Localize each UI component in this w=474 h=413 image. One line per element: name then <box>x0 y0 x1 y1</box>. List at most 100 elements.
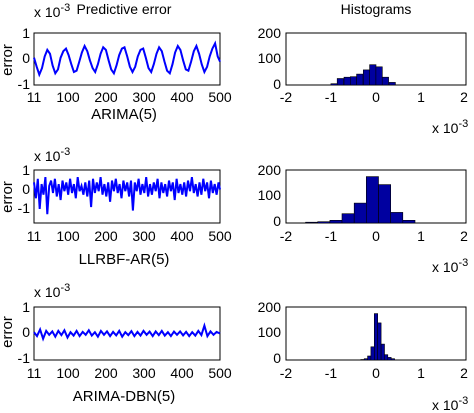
arima-y-exponent-base: x 10 <box>34 4 61 20</box>
arima-xtick-300: 300 <box>132 89 156 105</box>
arima-ylabel: error <box>0 44 16 76</box>
arima-xtick-100: 100 <box>56 89 80 105</box>
hist2-x-exponent-base: x 10 <box>432 259 459 275</box>
histogram-bar <box>369 64 377 86</box>
histogram-bar <box>353 202 367 224</box>
histogram-bar <box>381 76 389 86</box>
arima-dbn-xtick-100: 100 <box>56 365 80 381</box>
histogram-bar <box>336 78 344 86</box>
histogram-bar <box>365 176 379 224</box>
hist2-ytick-200: 200 <box>258 162 282 178</box>
arima-dbn-y-exponent-power: -3 <box>60 282 70 294</box>
arima-dbn-xlabel: ARIMA-DBN(5) <box>73 388 176 405</box>
llrbf-xtick-200: 200 <box>94 228 118 244</box>
histogram-bar <box>388 82 396 86</box>
hist1-xtick-neg2: -2 <box>280 89 293 105</box>
histogram-bar <box>329 220 343 224</box>
hist3-ytick-200: 200 <box>258 299 282 315</box>
histogram-bar <box>370 346 375 361</box>
hist1-xtick-1: 1 <box>417 89 425 105</box>
hist1-xtick-2: 2 <box>460 89 468 105</box>
arima-error-line <box>33 40 221 78</box>
arima-xlabel: ARIMA(5) <box>91 106 157 123</box>
hist1-ytick-200: 200 <box>258 25 282 41</box>
arima-dbn-histogram-panel: 200 100 0 -2 -1 0 1 2 x 10-3 <box>258 299 469 413</box>
hist3-ytick-100: 100 <box>258 324 282 340</box>
llrbf-y-exponent-base: x 10 <box>34 148 61 164</box>
histogram-bar <box>305 221 319 224</box>
llrbf-xtick-100: 100 <box>56 228 80 244</box>
arima-dbn-ytick-1: 1 <box>22 299 30 315</box>
hist1-ytick-100: 100 <box>258 50 282 66</box>
hist3-xtick-neg2: -2 <box>280 365 293 381</box>
llrbf-xtick-500: 500 <box>208 228 232 244</box>
arima-dbn-ytick-0: 0 <box>22 324 30 340</box>
arima-dbn-ytick-neg1: -1 <box>18 350 31 366</box>
arima-dbn-xtick-11: 11 <box>27 365 42 381</box>
hist1-xtick-neg1: -1 <box>325 89 338 105</box>
hist1-xtick-0: 0 <box>372 89 380 105</box>
arima-dbn-y-exponent: x 10-3 <box>34 282 70 300</box>
hist1-ytick-0: 0 <box>273 76 281 92</box>
hist3-xtick-neg1: -1 <box>325 365 338 381</box>
hist3-x-exponent: x 10-3 <box>432 395 468 413</box>
llrbf-ylabel: error <box>0 181 16 213</box>
arima-xtick-500: 500 <box>208 89 232 105</box>
histogram-bar <box>360 359 365 361</box>
histogram-bar <box>343 76 351 86</box>
llrbf-ytick-neg1: -1 <box>18 200 31 216</box>
histogram-bar <box>356 73 364 86</box>
histogram-bar <box>402 220 416 224</box>
llrbf-xtick-400: 400 <box>170 228 194 244</box>
histograms-title: Histograms <box>341 1 412 17</box>
hist2-xtick-0: 0 <box>372 228 380 244</box>
arima-y-exponent-power: -3 <box>60 2 70 14</box>
arima-line-panel: error x 10-3 Predictive error 1 0 -1 11 … <box>0 1 232 123</box>
arima-dbn-y-exponent-base: x 10 <box>34 284 61 300</box>
hist1-x-exponent: x 10-3 <box>432 118 468 136</box>
histogram-bar <box>377 322 382 361</box>
histogram-bar <box>390 212 404 224</box>
histogram-bar <box>387 357 392 361</box>
llrbf-line-panel: error x 10-3 1 0 -1 11 100 200 300 400 5… <box>0 146 232 268</box>
llrbf-ytick-0: 0 <box>22 181 30 197</box>
llrbf-error-line <box>33 176 221 215</box>
arima-ytick-0: 0 <box>22 50 30 66</box>
llrbf-histogram-panel: 200 100 0 -2 -1 0 1 2 x 10-3 <box>258 162 469 275</box>
arima-xtick-200: 200 <box>94 89 118 105</box>
histogram-bar <box>363 358 368 361</box>
arima-dbn-error-line <box>33 322 221 342</box>
histogram-bar <box>349 76 357 86</box>
arima-histogram-bars <box>330 64 396 86</box>
hist2-xtick-neg1: -1 <box>325 228 338 244</box>
hist2-ytick-100: 100 <box>258 187 282 203</box>
hist2-x-exponent-power: -3 <box>458 257 468 269</box>
llrbf-axes-frame <box>33 169 221 224</box>
llrbf-y-exponent: x 10-3 <box>34 146 70 164</box>
arima-histogram-panel: Histograms 200 100 0 -2 -1 0 1 2 x 10-3 <box>258 1 469 136</box>
arima-y-exponent: x 10-3 <box>34 2 70 20</box>
arima-dbn-xtick-400: 400 <box>170 365 194 381</box>
hist2-ytick-0: 0 <box>273 213 281 229</box>
arima-dbn-line-panel: error x 10-3 1 0 -1 11 100 200 300 400 5… <box>0 282 232 405</box>
llrbf-xtick-11: 11 <box>27 228 42 244</box>
hist3-x-exponent-power: -3 <box>458 395 468 407</box>
histogram-bar <box>378 184 391 224</box>
hist2-x-exponent: x 10-3 <box>432 257 468 275</box>
hist1-x-exponent-base: x 10 <box>432 120 459 136</box>
llrbf-y-exponent-power: -3 <box>60 146 70 158</box>
arima-xtick-11: 11 <box>27 89 42 105</box>
arima-dbn-xtick-200: 200 <box>94 365 118 381</box>
llrbf-xlabel: LLRBF-AR(5) <box>79 251 170 268</box>
arima-title: Predictive error <box>77 1 172 17</box>
histogram-bar <box>380 343 385 361</box>
histogram-bar <box>367 355 372 361</box>
hist1-x-exponent-power: -3 <box>458 118 468 130</box>
hist3-xtick-1: 1 <box>417 365 425 381</box>
hist2-xtick-1: 1 <box>417 228 425 244</box>
arima-ytick-1: 1 <box>22 25 30 41</box>
hist3-ytick-0: 0 <box>273 350 281 366</box>
hist2-xtick-2: 2 <box>460 228 468 244</box>
llrbf-xtick-300: 300 <box>132 228 156 244</box>
llrbf-ytick-1: 1 <box>22 162 30 178</box>
